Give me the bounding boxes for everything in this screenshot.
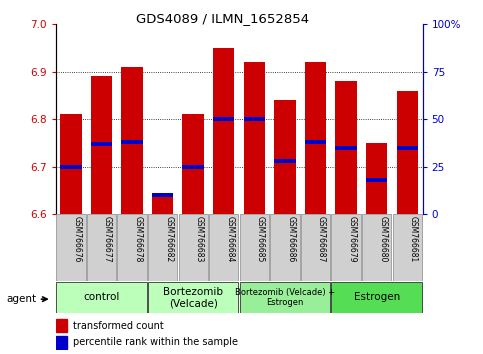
Bar — [56, 214, 85, 281]
Text: GSM766678: GSM766678 — [133, 216, 142, 263]
Bar — [331, 282, 422, 313]
Bar — [244, 62, 265, 214]
Text: Estrogen: Estrogen — [354, 292, 400, 302]
Bar — [56, 282, 147, 313]
Bar — [148, 214, 177, 281]
Text: GSM766682: GSM766682 — [164, 216, 173, 262]
Text: GSM766680: GSM766680 — [378, 216, 387, 263]
Bar — [91, 76, 112, 214]
Bar — [362, 214, 391, 281]
Bar — [240, 282, 330, 313]
Text: GDS4089 / ILMN_1652854: GDS4089 / ILMN_1652854 — [136, 12, 309, 25]
Bar — [213, 48, 235, 214]
Bar — [331, 214, 361, 281]
Bar — [87, 214, 116, 281]
Bar — [148, 282, 239, 313]
Bar — [56, 336, 67, 349]
Bar — [121, 140, 143, 144]
Bar — [152, 193, 173, 197]
Bar — [366, 178, 387, 182]
Bar — [117, 214, 147, 281]
Bar — [274, 159, 296, 163]
Bar — [305, 62, 327, 214]
Text: Bortezomib
(Velcade): Bortezomib (Velcade) — [163, 286, 223, 308]
Text: Bortezomib (Velcade) +
Estrogen: Bortezomib (Velcade) + Estrogen — [235, 288, 335, 307]
Bar — [183, 165, 204, 169]
Text: GSM766679: GSM766679 — [348, 216, 356, 263]
Text: GSM766676: GSM766676 — [72, 216, 81, 263]
Bar — [60, 114, 82, 214]
Text: agent: agent — [6, 294, 36, 304]
Text: GSM766685: GSM766685 — [256, 216, 265, 263]
Bar — [213, 117, 235, 121]
Text: GSM766686: GSM766686 — [286, 216, 296, 263]
Bar — [397, 146, 418, 149]
Text: GSM766677: GSM766677 — [103, 216, 112, 263]
Bar — [240, 214, 269, 281]
Text: GSM766684: GSM766684 — [225, 216, 234, 263]
Bar — [301, 214, 330, 281]
Text: GSM766687: GSM766687 — [317, 216, 326, 263]
Bar — [183, 114, 204, 214]
Bar — [60, 165, 82, 169]
Text: percentile rank within the sample: percentile rank within the sample — [73, 337, 238, 347]
Text: transformed count: transformed count — [73, 321, 164, 331]
Bar — [335, 146, 357, 149]
Bar — [209, 214, 239, 281]
Bar — [305, 140, 327, 144]
Bar — [366, 143, 387, 214]
Bar — [56, 319, 67, 332]
Text: GSM766683: GSM766683 — [195, 216, 204, 263]
Text: GSM766681: GSM766681 — [409, 216, 418, 262]
Bar — [179, 214, 208, 281]
Bar — [397, 91, 418, 214]
Bar — [152, 195, 173, 214]
Bar — [274, 100, 296, 214]
Bar — [121, 67, 143, 214]
Bar — [270, 214, 299, 281]
Bar — [244, 117, 265, 121]
Bar — [335, 81, 357, 214]
Bar — [91, 142, 112, 146]
Text: control: control — [83, 292, 120, 302]
Bar — [393, 214, 422, 281]
